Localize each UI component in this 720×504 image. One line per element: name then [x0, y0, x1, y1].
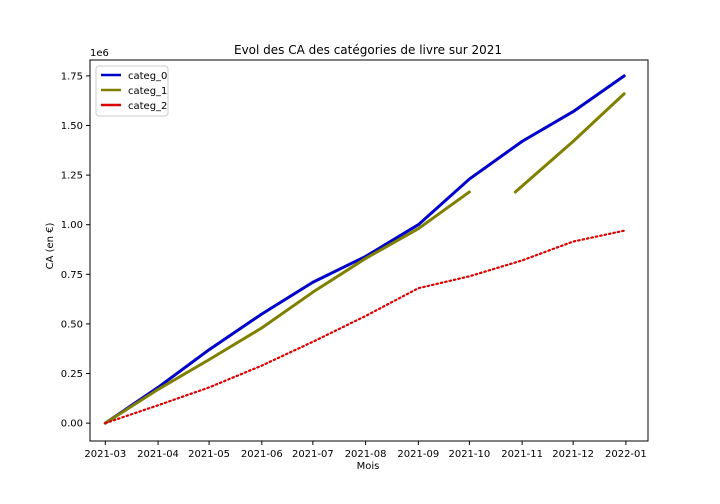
- legend-label: categ_0: [128, 71, 167, 82]
- y-tick-label: 1.00: [61, 220, 83, 231]
- series-line-categ-2: [104, 229, 626, 425]
- legend-label: categ_1: [128, 86, 167, 97]
- y-tick-label: 0.50: [61, 319, 83, 330]
- x-tick-label: 2021-12: [552, 449, 594, 460]
- y-tick-label: 1.75: [61, 71, 83, 82]
- x-tick-label: 2021-09: [397, 449, 439, 460]
- x-tick-label: 2021-06: [241, 449, 283, 460]
- y-tick-label: 1.50: [61, 121, 83, 132]
- y-offset-label: 1e6: [90, 48, 109, 59]
- chart-title: Evol des CA des catégories de livre sur …: [234, 43, 502, 57]
- series-line-categ-0: [103, 74, 626, 425]
- x-tick-label: 2021-07: [292, 449, 334, 460]
- series-line-categ-1: [103, 190, 471, 425]
- legend-label: categ_2: [128, 101, 167, 112]
- x-tick-label: 2022-01: [605, 449, 647, 460]
- x-axis-label: Mois: [357, 461, 380, 472]
- legend-box: [95, 65, 169, 117]
- x-tick-label: 2021-11: [501, 449, 543, 460]
- x-tick-label: 2021-04: [137, 449, 179, 460]
- x-tick-label: 2021-05: [188, 449, 230, 460]
- x-tick-label: 2021-10: [448, 449, 490, 460]
- ticks-layer: 2021-03 2021-04 2021-05 2021-06 2021-07 2021-…: [61, 71, 647, 460]
- x-tick-label: 2021-08: [345, 449, 387, 460]
- y-tick-label: 0.75: [61, 270, 83, 281]
- series-line-categ-1: [513, 92, 626, 194]
- series-layer: [103, 74, 626, 425]
- y-tick-label: 1.25: [61, 171, 83, 182]
- plot-frame: [89, 59, 649, 442]
- x-tick-label: 2021-03: [84, 449, 126, 460]
- y-tick-label: 0.25: [61, 369, 83, 380]
- legend: categ_0 categ_1 categ_2: [95, 65, 169, 117]
- y-axis-label: CA (en €): [45, 222, 56, 269]
- y-tick-label: 0.00: [61, 419, 83, 430]
